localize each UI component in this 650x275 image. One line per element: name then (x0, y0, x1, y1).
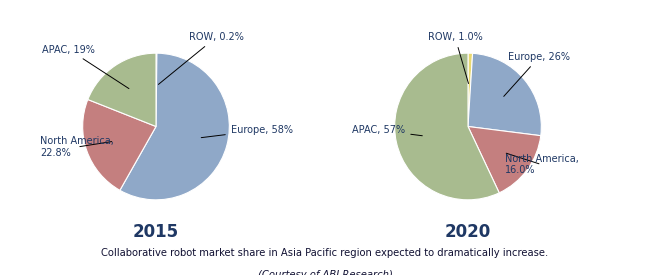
Wedge shape (395, 53, 499, 200)
Wedge shape (120, 53, 229, 200)
Wedge shape (156, 53, 157, 126)
Text: 2020: 2020 (445, 223, 491, 241)
Wedge shape (468, 53, 473, 126)
Text: Europe, 26%: Europe, 26% (504, 52, 570, 97)
Text: ROW, 0.2%: ROW, 0.2% (159, 32, 244, 84)
Text: 2015: 2015 (133, 223, 179, 241)
Text: Collaborative robot market share in Asia Pacific region expected to dramatically: Collaborative robot market share in Asia… (101, 248, 549, 257)
Text: North America,
22.8%: North America, 22.8% (40, 136, 114, 158)
Wedge shape (468, 126, 541, 193)
Wedge shape (468, 53, 541, 136)
Text: ROW, 1.0%: ROW, 1.0% (428, 32, 482, 84)
Text: APAC, 57%: APAC, 57% (352, 125, 422, 136)
Text: Europe, 58%: Europe, 58% (202, 125, 292, 138)
Wedge shape (83, 100, 156, 190)
Text: North America,
16.0%: North America, 16.0% (504, 153, 578, 175)
Text: APAC, 19%: APAC, 19% (42, 45, 129, 89)
Text: (Courtesy of ABI Research): (Courtesy of ABI Research) (257, 270, 393, 275)
Wedge shape (88, 53, 156, 126)
